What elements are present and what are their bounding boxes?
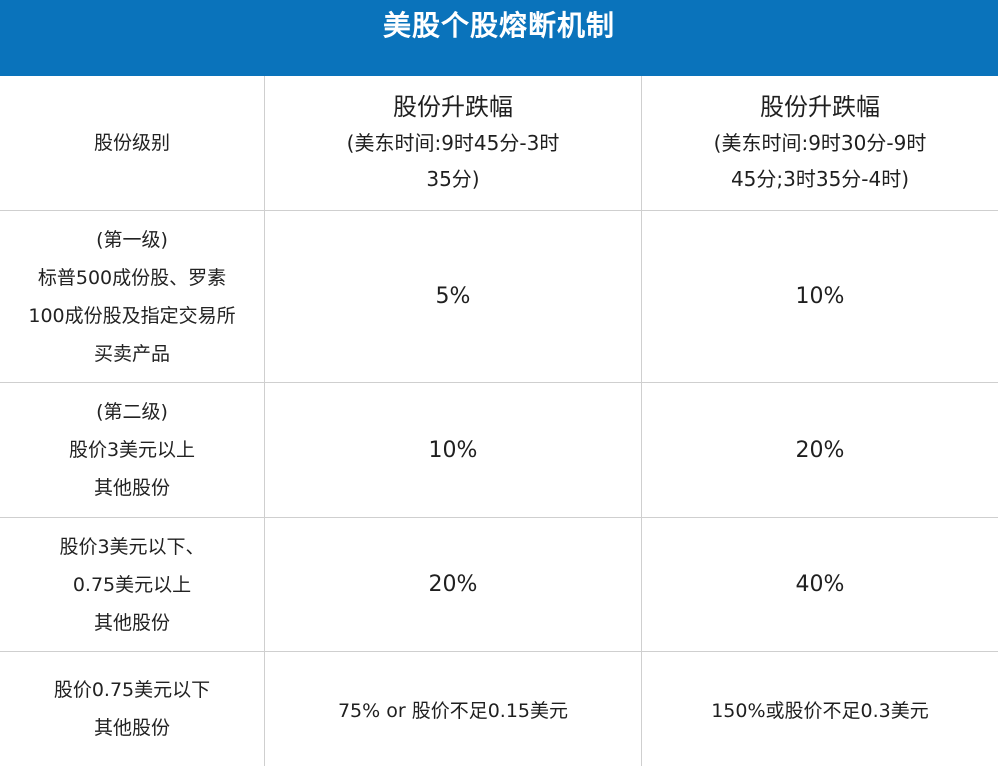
header-range1-line: (美东时间:9时45分-3时 (346, 131, 560, 155)
header-cell-range2: 股份升跌幅 (美东时间:9时30分-9时 45分;3时35分-4时) (642, 76, 998, 210)
range2-cell: 40% (642, 518, 998, 651)
level-line: (第一级) (96, 228, 168, 251)
level-line: 100成份股及指定交易所 (28, 304, 236, 327)
header-level-label: 股份级别 (93, 132, 170, 154)
level-line: 股价3美元以下、 (59, 535, 205, 558)
header-cell-level: 股份级别 (0, 76, 265, 210)
range2-cell: 150%或股价不足0.3美元 (642, 652, 998, 766)
range1-value: 20% (428, 572, 478, 597)
range1-cell: 20% (265, 518, 642, 651)
level-line: 股价0.75美元以下 (53, 679, 211, 701)
level-line: 标普500成份股、罗素 (37, 266, 227, 289)
header-range1-title: 股份升跌幅 (393, 93, 513, 121)
range2-value: 150%或股价不足0.3美元 (711, 699, 929, 722)
level-cell: (第二级) 股价3美元以上 其他股份 (0, 383, 265, 517)
level-line: 股价3美元以上 (68, 439, 196, 461)
range2-cell: 20% (642, 383, 998, 517)
header-range1-line: 35分) (426, 167, 480, 191)
level-line: 其他股份 (93, 717, 170, 739)
header-range2-line: (美东时间:9时30分-9时 (713, 131, 927, 155)
range1-value: 10% (428, 437, 478, 463)
header-range2-title: 股份升跌幅 (760, 93, 880, 121)
range1-value: 75% or 股价不足0.15美元 (337, 699, 569, 722)
range2-cell: 10% (642, 211, 998, 382)
range1-cell: 75% or 股价不足0.15美元 (265, 652, 642, 766)
level-line: 买卖产品 (93, 342, 170, 365)
table-row: (第二级) 股价3美元以上 其他股份 10% 20% (0, 383, 998, 518)
header-cell-range1: 股份升跌幅 (美东时间:9时45分-3时 35分) (265, 76, 642, 210)
table-row: 股价3美元以下、 0.75美元以上 其他股份 20% 40% (0, 518, 998, 652)
level-cell: 股价3美元以下、 0.75美元以上 其他股份 (0, 518, 265, 651)
table-row: (第一级) 标普500成份股、罗素 100成份股及指定交易所 买卖产品 5% 1… (0, 211, 998, 383)
range2-value: 40% (795, 572, 845, 597)
level-cell: 股价0.75美元以下 其他股份 (0, 652, 265, 766)
header-row: 股份级别 股份升跌幅 (美东时间:9时45分-3时 35分) 股份升跌幅 (美东… (0, 76, 998, 211)
page-title: 美股个股熔断机制 (382, 9, 615, 42)
level-line: 其他股份 (93, 477, 170, 499)
range2-value: 20% (795, 437, 845, 463)
range1-cell: 5% (265, 211, 642, 382)
header-range2-line: 45分;3时35分-4时) (730, 167, 910, 191)
range2-value: 10% (795, 284, 845, 309)
level-line: 其他股份 (93, 611, 170, 634)
title-banner: 美股个股熔断机制 (0, 0, 998, 76)
table-row: 股价0.75美元以下 其他股份 75% or 股价不足0.15美元 150%或股… (0, 652, 998, 766)
range1-cell: 10% (265, 383, 642, 517)
range1-value: 5% (435, 284, 471, 309)
level-line: (第二级) (96, 401, 168, 423)
level-line: 0.75美元以上 (72, 573, 192, 596)
level-cell: (第一级) 标普500成份股、罗素 100成份股及指定交易所 买卖产品 (0, 211, 265, 382)
